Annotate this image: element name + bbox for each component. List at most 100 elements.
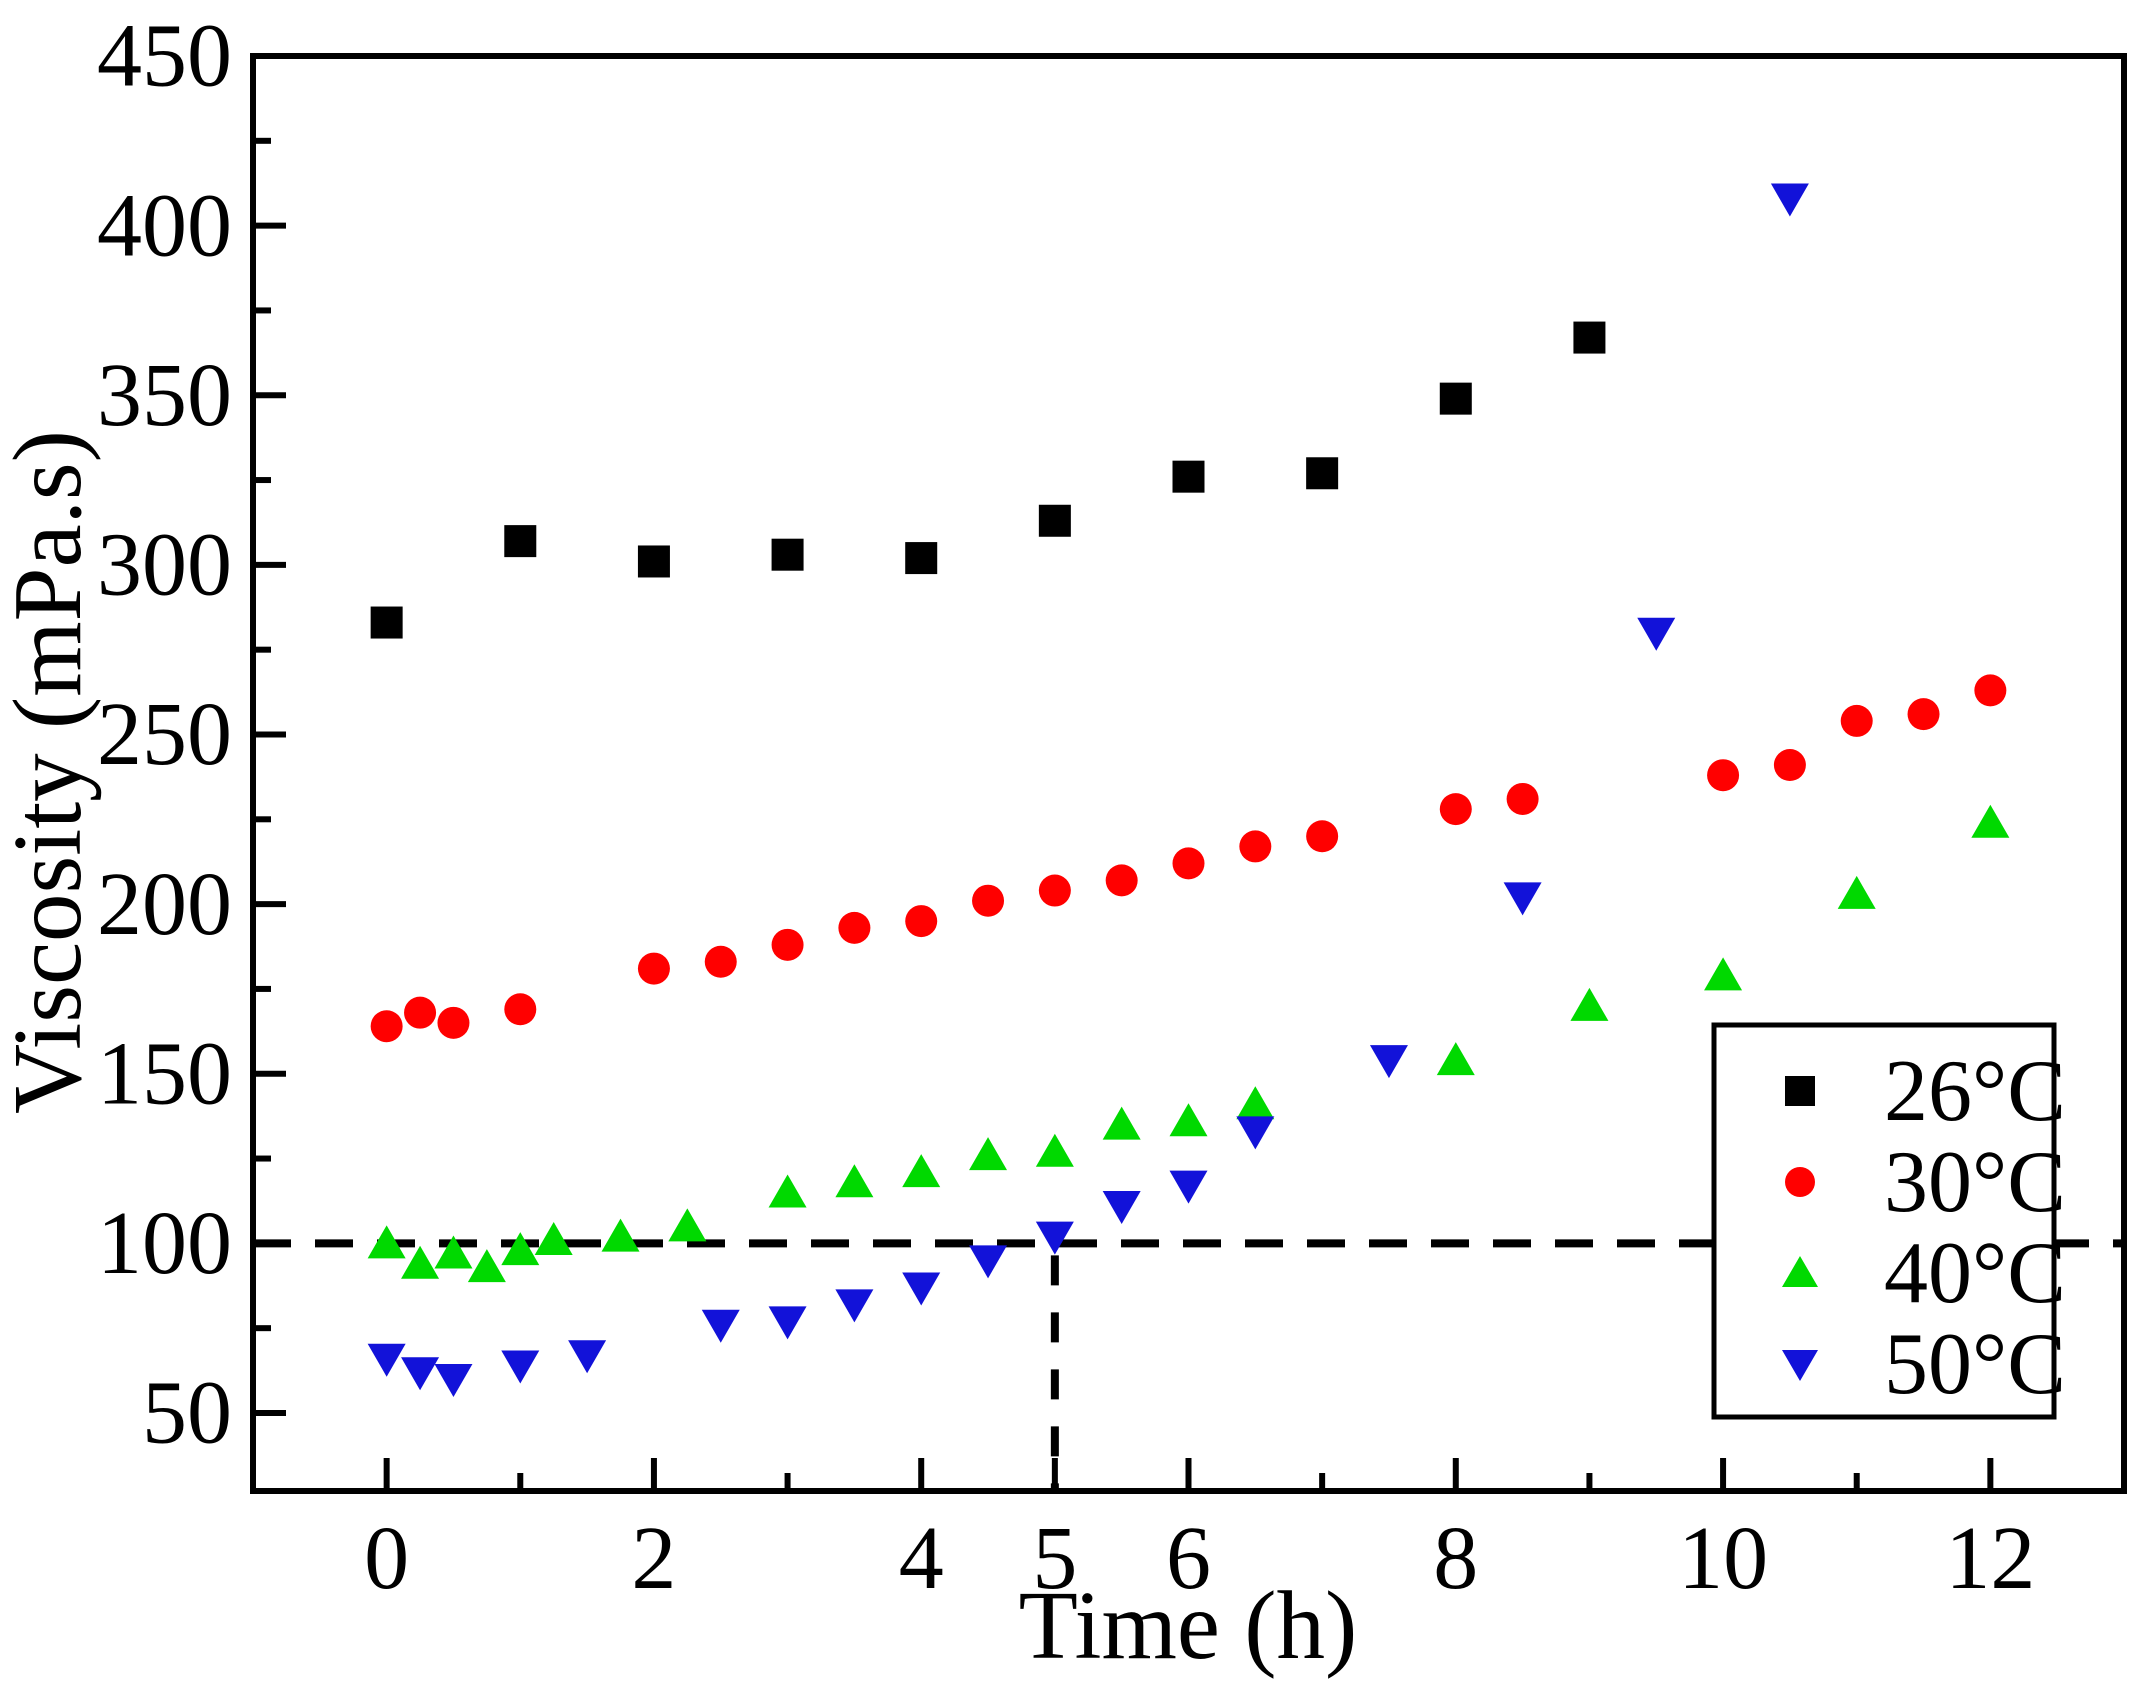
- data-series-layer: [367, 183, 2010, 1398]
- data-point: [1770, 183, 1809, 217]
- data-point: [370, 1010, 403, 1043]
- legend-label: 40°C: [1884, 1225, 2066, 1322]
- legend-marker-triangle-down: [1782, 1350, 1818, 1381]
- data-point: [504, 525, 537, 558]
- data-point: [568, 1340, 607, 1374]
- data-point: [1773, 749, 1806, 782]
- x-tick-label: 8: [1433, 1509, 1478, 1608]
- legend-marker-circle: [1785, 1167, 1815, 1197]
- data-point: [467, 1249, 506, 1283]
- x-tick-label: 6: [1166, 1509, 1211, 1608]
- y-tick-label: 50: [142, 1364, 232, 1463]
- data-point: [1035, 1221, 1074, 1255]
- data-point: [969, 1137, 1008, 1171]
- legend-marker-square: [1785, 1076, 1815, 1106]
- x-tick-label: 12: [1945, 1509, 2035, 1608]
- data-point: [1306, 457, 1339, 490]
- data-point: [534, 1221, 573, 1255]
- y-tick-label: 250: [97, 685, 232, 784]
- y-tick-label: 100: [97, 1194, 232, 1293]
- data-point: [1102, 1191, 1141, 1225]
- legend-marker-triangle-up: [1782, 1256, 1818, 1287]
- data-point: [1102, 1106, 1141, 1140]
- y-tick-label: 400: [97, 176, 232, 275]
- data-point: [501, 1232, 540, 1266]
- data-point: [704, 945, 737, 978]
- data-point: [601, 1218, 640, 1252]
- series-30c: [370, 674, 2007, 1043]
- data-point: [1974, 674, 2007, 707]
- data-point: [501, 1350, 540, 1384]
- data-point: [1840, 704, 1873, 737]
- data-point: [401, 1357, 440, 1391]
- legend-entry-26c: 26°C: [1785, 1043, 2066, 1140]
- x-tick-label: 5: [1032, 1509, 1077, 1608]
- y-tick-label: 150: [97, 1024, 232, 1123]
- data-point: [367, 1225, 406, 1259]
- data-point: [902, 1272, 941, 1306]
- data-point: [1105, 864, 1138, 897]
- data-point: [969, 1245, 1008, 1279]
- series-50c: [367, 183, 1809, 1398]
- data-point: [701, 1309, 740, 1343]
- data-point: [1506, 782, 1539, 815]
- data-point: [1439, 382, 1472, 415]
- data-point: [1369, 1045, 1408, 1079]
- legend-box: [1711, 1022, 2057, 1420]
- axes-layer: 0 2 4 5 6 8 10 12 50 100 150 200 250 300 350 400 450: [97, 7, 2127, 1608]
- data-point: [1707, 759, 1740, 792]
- data-point: [1172, 847, 1205, 880]
- legend-label: 26°C: [1884, 1043, 2066, 1140]
- data-point: [668, 1208, 707, 1242]
- data-point: [902, 1154, 941, 1188]
- legend-label: 50°C: [1884, 1316, 2066, 1413]
- legend-entry-30c: 30°C: [1785, 1134, 2066, 1231]
- data-point: [768, 1174, 807, 1208]
- data-point: [1573, 321, 1606, 354]
- data-point: [1503, 882, 1542, 916]
- data-point: [1971, 804, 2010, 838]
- series-26c: [370, 321, 1606, 639]
- data-point: [1038, 504, 1071, 537]
- x-tick-label: 10: [1678, 1509, 1768, 1608]
- data-point: [1570, 987, 1609, 1021]
- series-40c: [367, 804, 2010, 1283]
- x-tick-label: 2: [631, 1509, 676, 1608]
- y-tick-label: 450: [97, 7, 232, 106]
- x-tick-label: 0: [364, 1509, 409, 1608]
- data-point: [637, 545, 670, 578]
- data-point: [771, 928, 804, 961]
- data-point: [771, 538, 804, 571]
- data-point: [1038, 874, 1071, 907]
- x-axis-label: Time (h): [1019, 1572, 1358, 1679]
- data-point: [905, 542, 938, 575]
- data-point: [434, 1364, 473, 1398]
- y-axis-label: Viscosity (mPa.s): [0, 430, 101, 1114]
- data-point: [1637, 617, 1676, 651]
- data-point: [401, 1245, 440, 1279]
- data-point: [835, 1289, 874, 1323]
- data-point: [838, 911, 871, 944]
- data-point: [972, 884, 1005, 917]
- legend-entry-50c: 50°C: [1782, 1316, 2066, 1413]
- legend-entry-40c: 40°C: [1782, 1225, 2066, 1322]
- data-point: [1169, 1170, 1208, 1204]
- y-tick-label: 200: [97, 855, 232, 954]
- data-point: [1169, 1103, 1208, 1137]
- data-point: [1907, 698, 1940, 731]
- plot-frame: [250, 53, 2127, 1494]
- data-point: [905, 905, 938, 938]
- data-point: [637, 952, 670, 985]
- data-point: [404, 996, 437, 1029]
- data-point: [1236, 1116, 1275, 1150]
- y-tick-label: 300: [97, 516, 232, 615]
- data-point: [1035, 1133, 1074, 1167]
- data-point: [1236, 1086, 1275, 1120]
- data-point: [1306, 820, 1339, 853]
- x-tick-label: 4: [899, 1509, 944, 1608]
- data-point: [434, 1235, 473, 1269]
- legend: 26°C30°C40°C50°C: [1711, 1022, 2066, 1420]
- data-point: [1239, 830, 1272, 863]
